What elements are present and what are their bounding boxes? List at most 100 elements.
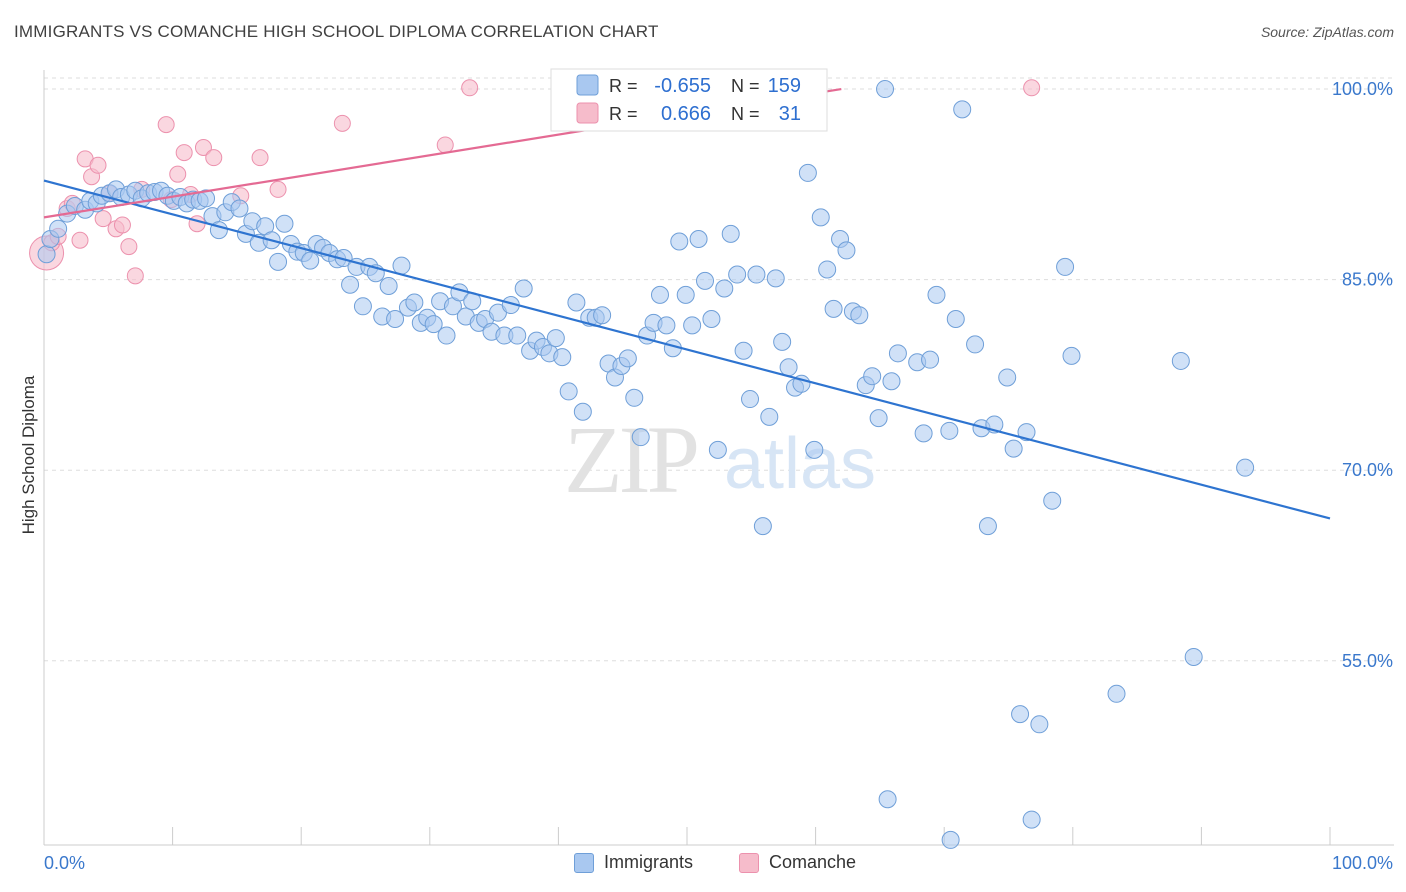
immigrant-point (1062, 346, 1081, 365)
immigrant-point (1056, 257, 1075, 276)
comanche-point (461, 79, 479, 97)
immigrant-point (747, 265, 766, 284)
immigrant-point (1171, 351, 1190, 370)
comanche-point (1023, 79, 1041, 97)
immigrant-point (593, 306, 612, 325)
immigrant-point (702, 310, 721, 329)
comanche-points (29, 79, 1041, 285)
y-tick-label-3: 100.0% (1332, 79, 1393, 99)
immigrant-point (1017, 423, 1036, 442)
comanche-point (169, 165, 187, 183)
comanche-point (436, 136, 454, 154)
legend-item-immigrants[interactable]: Immigrants (574, 852, 693, 873)
comanche-point (113, 216, 131, 234)
immigrant-point (567, 293, 586, 312)
comanche-point (89, 156, 107, 174)
immigrant-point (341, 275, 360, 294)
watermark-zip: ZIP (564, 406, 697, 513)
immigrant-point (1004, 439, 1023, 458)
comanche-point (126, 267, 144, 285)
immigrant-point (850, 306, 869, 325)
grid-lines (44, 77, 1394, 662)
immigrant-point (760, 407, 779, 426)
immigrant-point (921, 350, 940, 369)
immigrant-point (869, 409, 888, 428)
immigrant-point (1184, 647, 1203, 666)
immigrant-point (546, 329, 565, 348)
comanche-point (71, 231, 89, 249)
immigrant-point (424, 315, 443, 334)
immigrant-point (1236, 458, 1255, 477)
immigrant-point (618, 349, 637, 368)
comanche-point (251, 149, 269, 167)
immigrant-point (824, 299, 843, 318)
legend-r-label-2: R = (609, 104, 638, 124)
legend-n-label-1: N = (731, 76, 760, 96)
immigrant-point (914, 424, 933, 443)
comanche-point (94, 210, 112, 228)
immigrant-point (863, 367, 882, 386)
immigrant-point (734, 341, 753, 360)
immigrant-point (753, 517, 772, 536)
immigrant-point (683, 316, 702, 335)
immigrant-point (715, 279, 734, 298)
legend-r-value-1: -0.655 (654, 75, 711, 97)
immigrant-point (405, 293, 424, 312)
immigrant-point (882, 372, 901, 391)
immigrant-point (437, 326, 456, 345)
axes (43, 70, 1394, 846)
immigrant-point (837, 241, 856, 260)
immigrant-point (1043, 491, 1062, 510)
x-tick-labels: 0.0% 100.0% (44, 853, 1393, 873)
immigrant-point (197, 189, 216, 208)
legend-r-label-1: R = (609, 76, 638, 96)
comanche-point (175, 144, 193, 162)
immigrant-point (811, 208, 830, 227)
immigrant-point (353, 297, 372, 316)
immigrant-point (553, 348, 572, 367)
comanche-point (188, 215, 206, 233)
immigrant-point (625, 388, 644, 407)
immigrant-point (379, 276, 398, 295)
comanche-point (194, 139, 212, 156)
x-tick-label-max: 100.0% (1332, 853, 1393, 873)
immigrant-point (275, 214, 294, 233)
immigrant-point (631, 428, 650, 447)
immigrant-point (927, 285, 946, 304)
immigrant-point (953, 100, 972, 119)
immigrant-point (559, 382, 578, 401)
immigrant-point (514, 279, 533, 298)
immigrant-point (818, 260, 837, 279)
legend-label-comanche: Comanche (769, 852, 857, 872)
immigrant-point (301, 251, 320, 270)
legend-item-comanche[interactable]: Comanche (739, 852, 856, 873)
immigrant-point (773, 332, 792, 351)
legend-swatch-immigrants (574, 852, 594, 873)
immigrant-point (798, 163, 817, 182)
legend-n-label-2: N = (731, 104, 760, 124)
watermark-atlas: atlas (724, 424, 876, 504)
immigrant-point (689, 229, 708, 248)
immigrant-point (741, 390, 760, 409)
y-tick-label-0: 55.0% (1342, 651, 1393, 671)
immigrant-point (650, 285, 669, 304)
immigrant-point (1030, 715, 1049, 734)
legend-top: R = -0.655 N = 159 R = 0.666 N = 31 (550, 68, 828, 132)
immigrant-point (573, 402, 592, 421)
immigrant-point (1107, 684, 1126, 703)
immigrant-point (392, 256, 411, 275)
immigrant-point (37, 245, 56, 264)
comanche-point (120, 238, 138, 256)
immigrant-point (766, 269, 785, 288)
immigrant-point (941, 830, 960, 849)
immigrant-point (1011, 705, 1030, 724)
immigrant-point (657, 316, 676, 335)
immigrant-point (721, 224, 740, 243)
source-label: Source: ZipAtlas.com (1260, 24, 1394, 40)
immigrant-point (49, 219, 68, 238)
comanche-point (157, 116, 175, 134)
immigrant-point (876, 80, 895, 99)
legend-n-value-1: 159 (768, 75, 801, 97)
comanche-point (269, 180, 287, 198)
